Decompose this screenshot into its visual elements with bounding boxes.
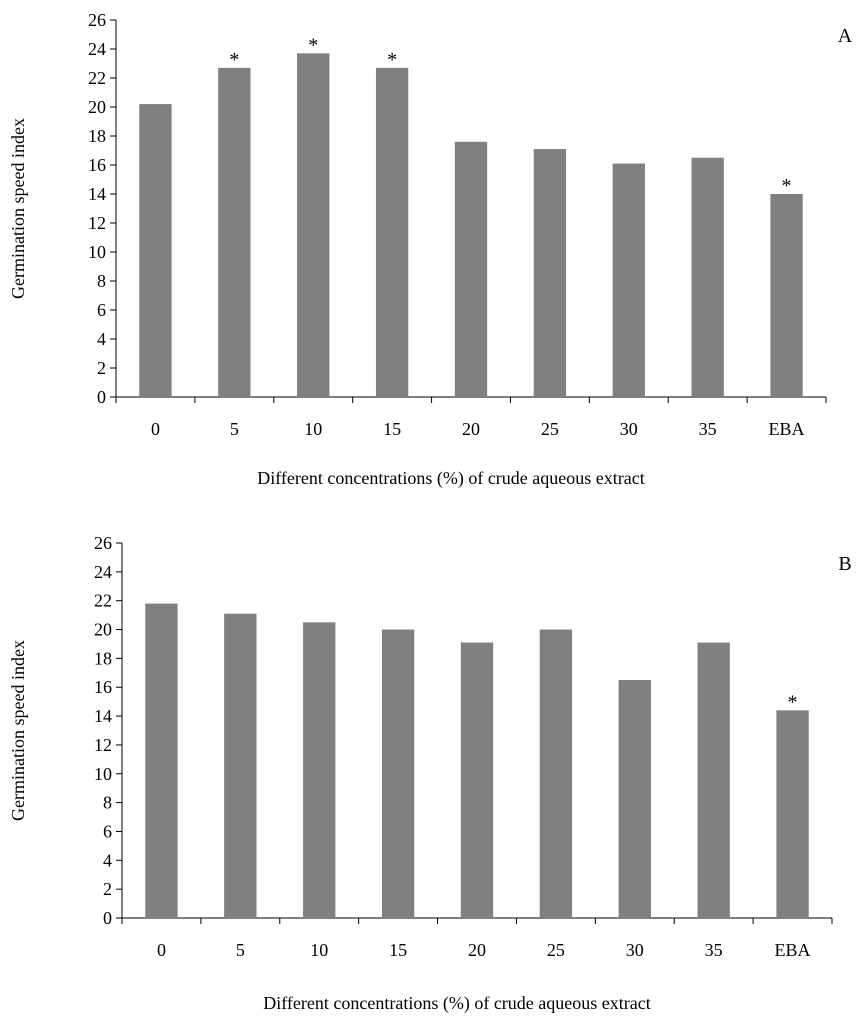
chart-a-y-tick-label: 24 <box>88 39 106 59</box>
chart-a-bar <box>218 67 251 397</box>
chart-b-x-tick-label: 25 <box>547 940 565 960</box>
chart-a-x-tick-label: 30 <box>620 419 638 439</box>
chart-b-bar <box>224 613 257 918</box>
chart-b-x-tick-label: EBA <box>775 940 811 960</box>
chart-a-y-tick-label: 20 <box>88 97 106 117</box>
chart-a-bar <box>612 163 645 397</box>
chart-a-y-tick-label: 4 <box>97 329 106 349</box>
chart-b-y-axis-title: Germination speed index <box>8 640 28 821</box>
chart-b-y-tick-label: 14 <box>94 706 112 726</box>
chart-b-y-tick-label: 26 <box>94 533 112 553</box>
chart-b-x-tick-label: 15 <box>389 940 407 960</box>
chart-a-y-tick-label: 16 <box>88 155 106 175</box>
chart-a-bar <box>533 149 567 397</box>
chart-b-panel-label: B <box>838 553 851 575</box>
chart-a-x-axis-title: Different concentrations (%) of crude aq… <box>257 468 645 489</box>
chart-a-y-tick-label: 8 <box>97 271 106 291</box>
chart-a-x-tick-label: 15 <box>383 419 401 439</box>
chart-a-bar <box>691 157 724 397</box>
chart-b-y-tick-label: 18 <box>94 648 112 668</box>
chart-b-y-tick-label: 8 <box>103 793 112 813</box>
chart-b-bar <box>381 629 415 918</box>
chart-b-bar <box>460 642 494 918</box>
chart-b-bar <box>618 680 651 918</box>
chart-b-y-tick-label: 10 <box>94 764 112 784</box>
chart-a-panel-label: A <box>838 25 853 47</box>
chart-a-bar <box>454 141 488 397</box>
chart-a-significance-marker: * <box>229 49 239 71</box>
chart-b-x-tick-label: 35 <box>705 940 723 960</box>
chart-a-y-tick-label: 14 <box>88 184 106 204</box>
chart-b-y-tick-label: 22 <box>94 591 112 611</box>
chart-b-y-tick-label: 0 <box>103 908 112 928</box>
chart-b-y-tick-label: 20 <box>94 620 112 640</box>
chart-b-x-tick-label: 10 <box>310 940 328 960</box>
chart-a-significance-marker: * <box>782 175 792 197</box>
chart-b-y-tick-label: 2 <box>103 879 112 899</box>
chart-a-bar <box>139 104 172 397</box>
chart-a-y-tick-label: 0 <box>97 387 106 407</box>
chart-a-y-tick-label: 10 <box>88 242 106 262</box>
chart-a-y-tick-label: 26 <box>88 10 106 30</box>
chart-a-x-tick-label: 5 <box>230 419 239 439</box>
chart-b-y-tick-label: 16 <box>94 677 112 697</box>
chart-a-bar <box>770 194 803 397</box>
chart-a-x-tick-label: 25 <box>541 419 559 439</box>
chart-b-bar <box>303 622 336 918</box>
chart-b-y-tick-label: 12 <box>94 735 112 755</box>
chart-a-x-tick-label: EBA <box>769 419 805 439</box>
chart-b-y-tick-label: 4 <box>103 850 112 870</box>
chart-a-x-tick-label: 20 <box>462 419 480 439</box>
chart-a-y-tick-label: 6 <box>97 300 106 320</box>
chart-b-bar <box>539 629 573 918</box>
chart-b-bar <box>145 603 178 918</box>
chart-b-x-tick-label: 0 <box>157 940 166 960</box>
chart-a-x-tick-label: 35 <box>699 419 717 439</box>
chart-b-x-tick-label: 5 <box>236 940 245 960</box>
chart-b-x-tick-label: 30 <box>626 940 644 960</box>
chart-a-x-tick-label: 10 <box>304 419 322 439</box>
chart-a-significance-marker: * <box>308 34 318 56</box>
chart-a-y-tick-label: 18 <box>88 126 106 146</box>
chart-a-y-tick-label: 22 <box>88 68 106 88</box>
chart-b-x-tick-label: 20 <box>468 940 486 960</box>
chart-b-y-tick-label: 6 <box>103 821 112 841</box>
chart-b-significance-marker: * <box>788 691 798 713</box>
chart-a-y-tick-label: 2 <box>97 358 106 378</box>
chart-a-y-axis-title: Germination speed index <box>8 118 28 299</box>
chart-a-significance-marker: * <box>387 49 397 71</box>
chart-a-y-tick-label: 12 <box>88 213 106 233</box>
chart-a-x-tick-label: 0 <box>151 419 160 439</box>
chart-b-y-tick-label: 24 <box>94 562 112 582</box>
chart-b-bar <box>776 710 809 918</box>
chart-a-bar <box>297 53 330 397</box>
chart-b-bar <box>697 642 730 918</box>
chart-a-bar <box>375 67 409 397</box>
chart-b-x-axis-title: Different concentrations (%) of crude aq… <box>263 993 651 1014</box>
